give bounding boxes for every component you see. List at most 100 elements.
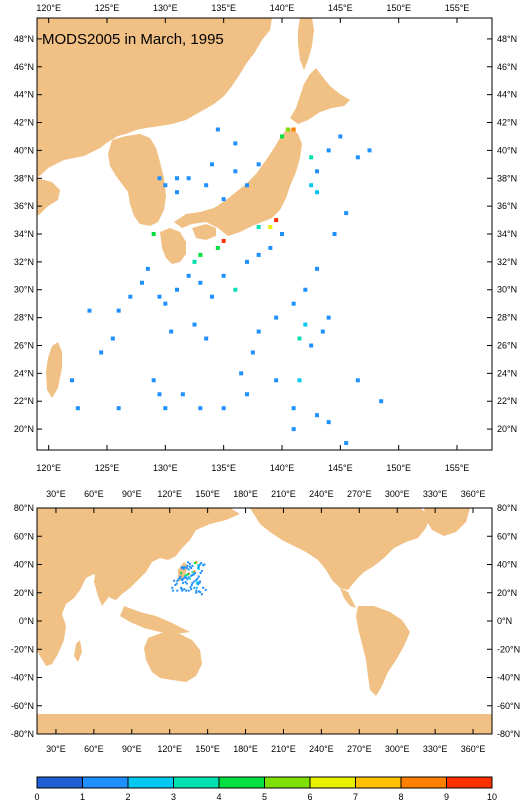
observation-cell [198, 406, 203, 411]
top-map-y-tick-label-left: 40°N [14, 145, 34, 155]
top-map-y-tick-label-left: 34°N [14, 229, 34, 239]
observation-cell [197, 564, 200, 567]
colorbar-label: 7 [353, 792, 358, 802]
observation-cell [320, 329, 325, 334]
top-map-y-tick-label-right: 42°N [497, 118, 517, 128]
bottom-map-ticks: 30°E 30°E 60°E 60°E 90°E 90°E 120°E 120°E 150°E 1… [11, 489, 520, 754]
observation-cell [245, 392, 249, 397]
observation-cell [145, 266, 150, 271]
observation-cell [210, 162, 214, 167]
bottom-map-x-tick-label-bottom: 240°E [309, 744, 334, 754]
observation-cell [190, 574, 193, 577]
observation-cell [196, 577, 199, 580]
top-map-y-tick-label-right: 28°N [497, 313, 517, 323]
observation-cell [199, 563, 202, 566]
top-map-y-tick-label-right: 34°N [497, 229, 517, 239]
colorbar-segment [264, 777, 310, 788]
observation-cell [197, 575, 200, 578]
observation-cell [187, 568, 190, 571]
observation-cell [182, 566, 185, 569]
observation-cell [326, 148, 331, 153]
top-map-y-tick-label-left: 32°N [14, 257, 34, 267]
observation-cell [309, 183, 314, 188]
observation-cell [175, 190, 179, 195]
top-map-x-tick-label-top: 140°E [270, 3, 295, 13]
bottom-map-y-tick-label-left: 40°N [14, 560, 34, 570]
observation-cell [186, 564, 189, 567]
observation-cell [367, 148, 372, 153]
observation-cell [215, 245, 220, 250]
observation-cell [285, 127, 290, 132]
colorbar-label: 5 [262, 792, 267, 802]
observation-cell [186, 578, 189, 581]
observation-cell [188, 565, 191, 568]
bottom-map-y-tick-label-right: -20°N [497, 644, 520, 654]
observation-cell [181, 581, 184, 584]
bottom-map-y-tick-label-right: 0°N [497, 616, 512, 626]
observation-cell [185, 582, 188, 585]
observation-cell [163, 183, 168, 188]
top-map-y-tick-label-left: 28°N [14, 313, 34, 323]
bottom-map-y-tick-label-right: 60°N [497, 531, 517, 541]
bottom-map: 30°E 30°E 60°E 60°E 90°E 90°E 120°E 120°E 150°E 1… [11, 489, 520, 754]
top-map-x-tick-label-top: 150°E [386, 3, 411, 13]
observation-cell [195, 591, 198, 594]
observation-cell [203, 563, 206, 566]
bottom-map-x-tick-label-top: 90°E [122, 489, 142, 499]
observation-cell [195, 579, 198, 582]
observation-cell [297, 336, 302, 341]
bottom-map-x-tick-label-bottom: 60°E [84, 744, 104, 754]
colorbar-label: 1 [80, 792, 85, 802]
observation-cell [204, 336, 209, 341]
top-map-x-tick-label-bottom: 145°E [328, 463, 353, 473]
observation-cell [191, 581, 194, 584]
bottom-map-x-tick-label-top: 360°E [461, 489, 486, 499]
land-india [94, 566, 112, 606]
observation-cell [195, 561, 198, 564]
bottom-map-y-tick-label-left: -60°N [11, 701, 34, 711]
bottom-map-y-tick-label-left: 0°N [19, 616, 34, 626]
bottom-map-x-tick-label-bottom: 270°E [347, 744, 372, 754]
observation-cell [202, 564, 205, 567]
colorbar-label: 6 [307, 792, 312, 802]
observation-cell [221, 273, 226, 278]
bottom-map-x-tick-label-bottom: 30°E [46, 744, 66, 754]
observation-cell [157, 294, 162, 299]
bottom-map-x-tick-label-top: 150°E [195, 489, 220, 499]
observation-cell [199, 591, 202, 594]
bottom-map-x-tick-label-bottom: 180°E [233, 744, 258, 754]
colorbar-label: 3 [171, 792, 176, 802]
observation-cell [315, 190, 319, 195]
land-sakhalin [298, 18, 314, 70]
bottom-map-y-tick-label-right: 20°N [497, 588, 517, 598]
bottom-map-y-tick-label-left: 60°N [14, 531, 34, 541]
observation-cell [274, 315, 279, 320]
observation-cell [309, 343, 314, 348]
observation-cell [157, 392, 162, 397]
bottom-map-y-tick-label-left: -40°N [11, 673, 34, 683]
top-map-y-tick-label-left: 42°N [14, 118, 34, 128]
observation-cell [187, 573, 190, 576]
top-map-y-tick-label-left: 24°N [14, 368, 34, 378]
observation-cell [174, 583, 177, 586]
observation-cell [195, 586, 198, 589]
observation-cell [291, 427, 296, 432]
colorbar-segment [128, 777, 174, 788]
observation-cell [256, 252, 261, 257]
top-map-x-tick-label-top: 145°E [328, 3, 353, 13]
top-map-y-tick-label-right: 32°N [497, 257, 517, 267]
observation-cell [291, 127, 296, 132]
top-map-y-tick-label-left: 26°N [14, 340, 34, 350]
bottom-map-y-tick-label-right: -40°N [497, 673, 520, 683]
colorbar-segment [82, 777, 128, 788]
land-antarctica [37, 714, 492, 734]
observation-cell [221, 406, 226, 411]
observation-cell [280, 232, 284, 236]
observation-cell [183, 576, 186, 579]
top-map-x-tick-label-top: 155°E [445, 3, 470, 13]
bottom-map-y-tick-label-right: 40°N [497, 560, 517, 570]
observation-cell [110, 336, 115, 341]
top-map-ticks: 120°E 120°E 125°E 125°E 130°E 130°E 135°E 135°E… [14, 3, 517, 473]
observation-cell [185, 576, 188, 579]
observation-cell [250, 350, 255, 355]
